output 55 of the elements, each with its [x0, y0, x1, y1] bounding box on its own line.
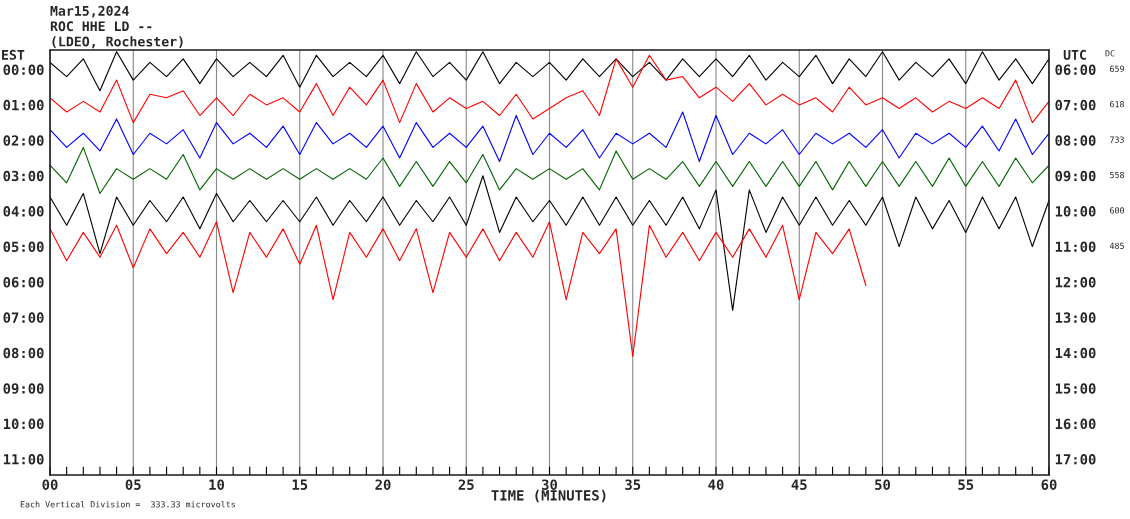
line-series — [50, 54, 1049, 124]
line-series — [50, 221, 867, 357]
x-tick-label: 10 — [209, 479, 225, 490]
x-tick-label: 40 — [708, 479, 724, 490]
y-tick-label: 02:00 — [3, 135, 44, 146]
text: EST — [2, 49, 25, 60]
text: Each Vertical Division = 333.33 microvolts — [20, 500, 235, 508]
y-tick-label: 11:00 — [3, 454, 44, 465]
y2-tick-label: 08:00 — [1055, 135, 1096, 146]
chart-subtitle: ROC HHE LD -- (LDEO, Rochester) — [50, 21, 183, 49]
y2-tick-label: 11:00 — [1055, 241, 1096, 253]
text: 600 — [1110, 207, 1124, 214]
y-tick-label: 05:00 — [3, 241, 44, 253]
x-tick-label: 35 — [625, 479, 641, 490]
x-tick-label: 60 — [1041, 479, 1057, 490]
y-tick-label: 00:00 — [3, 64, 44, 75]
x-tick-label: 20 — [375, 479, 391, 490]
y2-tick-label: 12:00 — [1055, 276, 1096, 288]
x-tick-label: 45 — [791, 479, 807, 490]
y-tick-label: 06:00 — [3, 276, 44, 288]
text: DC — [1105, 50, 1115, 57]
y2-tick-label: 14:00 — [1055, 347, 1096, 359]
y2-tick-label: 15:00 — [1055, 383, 1096, 394]
y2-tick-label: 07:00 — [1055, 99, 1096, 111]
x-tick-label: 15 — [292, 479, 308, 490]
y-tick-label: 01:00 — [3, 99, 44, 111]
y-tick-label: 07:00 — [3, 312, 44, 323]
y2-tick-label: 16:00 — [1055, 418, 1096, 430]
y2-tick-label: 09:00 — [1055, 170, 1096, 182]
x-axis-title: TIME (MINUTES) — [491, 489, 606, 503]
y2-tick-label: 17:00 — [1055, 454, 1096, 465]
y-tick-label: 04:00 — [3, 206, 44, 217]
chart-title: Mar15,2024 — [50, 5, 129, 18]
line-series — [50, 175, 1049, 311]
y-tick-label: 03:00 — [3, 170, 44, 182]
x-tick-label: 05 — [125, 479, 141, 490]
line-series — [50, 146, 1049, 194]
y2-tick-label: 10:00 — [1055, 206, 1096, 217]
y2-tick-label: 06:00 — [1055, 64, 1096, 75]
x-tick-label: 55 — [958, 479, 974, 490]
text: 659 — [1110, 65, 1124, 72]
text: 733 — [1110, 136, 1124, 143]
text: 558 — [1110, 171, 1124, 179]
x-tick-label: 00 — [42, 479, 58, 490]
y2-tick-label: 13:00 — [1055, 312, 1096, 323]
y-tick-label: 10:00 — [3, 418, 44, 430]
y-tick-label: 09:00 — [3, 383, 44, 394]
x-tick-label: 25 — [458, 479, 474, 490]
x-tick-label: 50 — [875, 479, 891, 490]
text: 485 — [1109, 242, 1124, 249]
y-tick-label: 08:00 — [3, 347, 44, 359]
x-tick-label: 30 — [541, 479, 558, 490]
text: 618 — [1110, 101, 1124, 108]
text: UTC — [1063, 49, 1086, 60]
line-series — [50, 111, 1049, 163]
